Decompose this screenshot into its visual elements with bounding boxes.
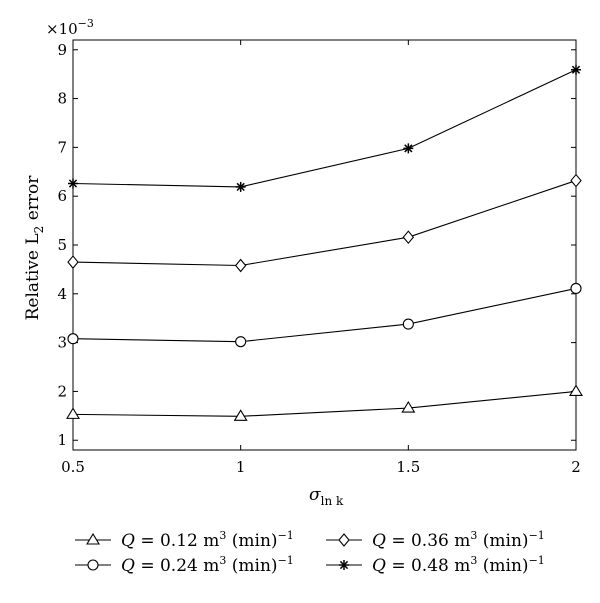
- triangle-marker: [569, 384, 583, 396]
- circle-marker: [402, 318, 414, 330]
- triangle-marker: [66, 407, 80, 419]
- series-triangle: [66, 384, 583, 421]
- diamond-marker: [338, 533, 350, 547]
- legend: Q = 0.12 m3 (min)−1 Q = 0.24 m3 (min)−1 Q …: [75, 529, 545, 576]
- y-tick-label: 1: [57, 431, 67, 449]
- legend-entry: Q = 0.12 m3 (min)−1: [75, 529, 294, 551]
- y-tick-label: 6: [57, 187, 67, 205]
- y-tick-label: 9: [57, 41, 67, 59]
- plot-axes: 1 2 3 4 5 6 7 8 9 0.5 1 1.5 2: [57, 39, 581, 476]
- x-tick-label: 0.5: [61, 458, 85, 476]
- x-tick-label: 1: [236, 458, 246, 476]
- circle-marker: [87, 559, 99, 571]
- series-line: [72, 69, 577, 188]
- series-circle: [67, 282, 582, 348]
- star-marker: [403, 143, 414, 154]
- y-tick-label: 8: [57, 90, 67, 108]
- star-marker: [68, 178, 78, 189]
- series-line: [72, 180, 577, 267]
- plot-frame: [72, 39, 577, 451]
- x-tick-label: 2: [571, 458, 581, 476]
- star-marker: [571, 64, 581, 75]
- legend-entry: Q = 0.36 m3 (min)−1: [326, 529, 545, 551]
- y-tick-label: 7: [57, 138, 67, 156]
- circle-marker: [570, 282, 582, 294]
- diamond-marker: [67, 255, 79, 269]
- star-marker: [339, 560, 349, 570]
- legend-entry: Q = 0.24 m3 (min)−1: [75, 554, 294, 576]
- y-tick-label: 5: [57, 236, 67, 254]
- x-tick-label: 1.5: [396, 458, 420, 476]
- series-line: [72, 287, 577, 343]
- y-tick-label: 4: [57, 285, 67, 303]
- star-marker: [235, 181, 246, 192]
- legend-entry: Q = 0.48 m3 (min)−1: [326, 554, 545, 576]
- series-diamond: [67, 173, 582, 273]
- legend-label: Q = 0.12 m3 (min)−1: [121, 529, 294, 551]
- y-axis-label: Relative L2 error: [23, 175, 46, 321]
- series-star: [68, 64, 581, 192]
- diamond-marker: [570, 173, 582, 188]
- circle-marker: [67, 333, 79, 345]
- y-multiplier-label: ×10−3: [46, 17, 94, 38]
- legend-label: Q = 0.48 m3 (min)−1: [372, 554, 545, 576]
- legend-label: Q = 0.24 m3 (min)−1: [121, 554, 294, 576]
- triangle-marker: [401, 400, 416, 413]
- diamond-marker: [234, 258, 247, 273]
- x-axis-label: σln k: [309, 485, 344, 508]
- diamond-marker: [402, 230, 415, 245]
- series-line: [72, 390, 577, 417]
- triangle-marker: [86, 532, 100, 545]
- legend-label: Q = 0.36 m3 (min)−1: [372, 529, 545, 551]
- triangle-marker: [233, 409, 248, 421]
- y-tick-label: 3: [57, 334, 67, 352]
- y-tick-label: 2: [57, 382, 67, 400]
- series-layer: [66, 64, 583, 421]
- circle-marker: [235, 336, 247, 348]
